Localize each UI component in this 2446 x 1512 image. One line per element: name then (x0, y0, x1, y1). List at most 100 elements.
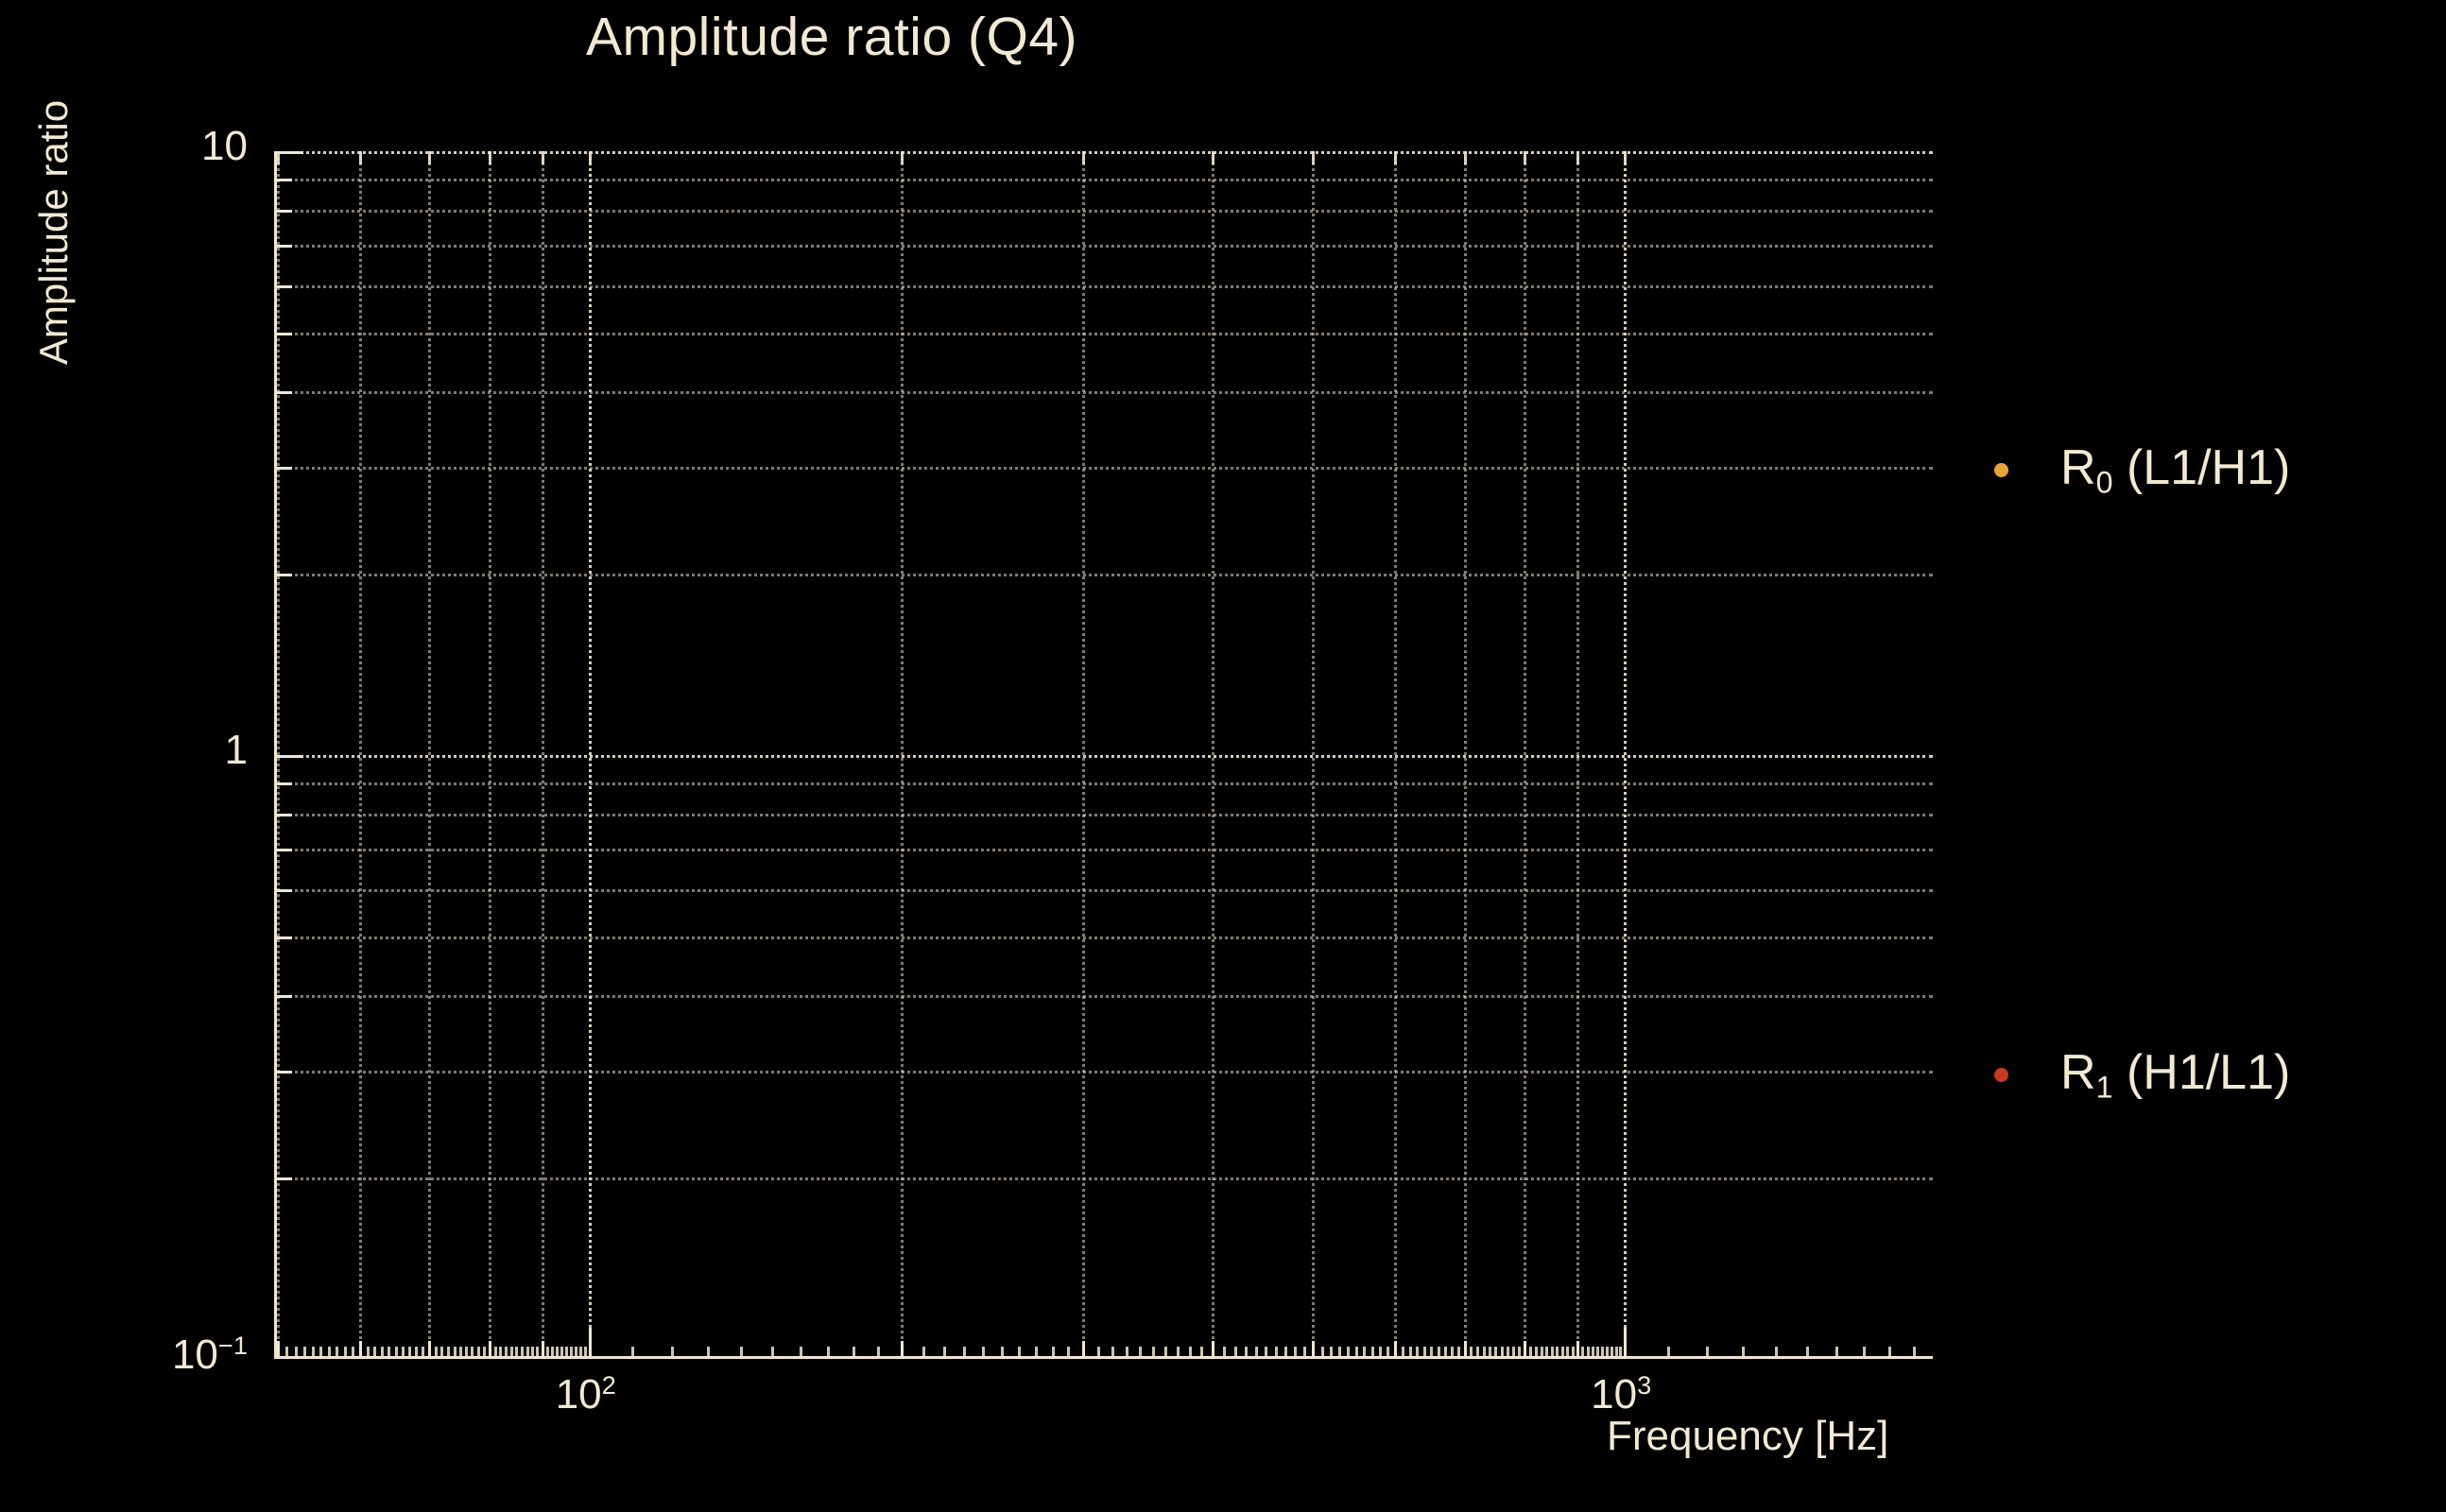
y-axis-tick (277, 151, 303, 154)
x-axis-subtick (877, 1347, 881, 1356)
x-axis-subtick (1806, 1347, 1810, 1356)
x-axis-subtick (536, 1347, 540, 1356)
y-axis-tick (277, 467, 292, 471)
x-axis-subtick (1177, 1347, 1180, 1356)
x-axis-subtick (1595, 1347, 1599, 1356)
x-axis-tick-top (1394, 151, 1398, 164)
x-axis-subtick (465, 1347, 469, 1356)
x-axis-subtick (1379, 1347, 1383, 1356)
x-axis-subtick (1443, 1347, 1447, 1356)
y-axis-tick (277, 848, 292, 851)
x-axis-subtick (476, 1347, 480, 1356)
x-axis-subtick (1274, 1347, 1278, 1356)
legend-entry-0[interactable]: R0 (L1/H1) (1994, 439, 2290, 501)
x-axis-subtick (277, 1347, 280, 1356)
x-axis-subtick (1188, 1347, 1192, 1356)
x-axis-subtick (770, 1347, 774, 1356)
x-axis-subtick (530, 1347, 534, 1356)
x-axis-subtick (493, 1347, 497, 1356)
x-axis-subtick (1354, 1347, 1358, 1356)
y-axis-tick (277, 209, 292, 213)
gridline-vertical (428, 151, 432, 1356)
x-axis-subtick (1834, 1347, 1838, 1356)
x-axis-subtick (1494, 1347, 1498, 1356)
x-axis-subtick (583, 1347, 587, 1356)
x-axis-subtick (1051, 1347, 1055, 1356)
y-axis-tick (277, 333, 292, 336)
x-axis-subtick (853, 1347, 856, 1356)
x-axis-subtick (1581, 1347, 1585, 1356)
x-axis-subtick (1018, 1347, 1022, 1356)
x-axis-subtick (394, 1347, 398, 1356)
x-axis-subtick (1560, 1347, 1564, 1356)
x-axis-subtick (319, 1347, 323, 1356)
legend-entry-1[interactable]: R1 (H1/L1) (1994, 1044, 2290, 1106)
x-axis-subtick (565, 1347, 569, 1356)
x-axis-subtick (1912, 1347, 1916, 1356)
x-axis-subtick (1125, 1347, 1128, 1356)
x-axis-subtick (1402, 1347, 1405, 1356)
y-axis-tick (277, 284, 292, 288)
x-axis-subtick (1450, 1347, 1454, 1356)
x-axis-subtick (482, 1347, 486, 1356)
x-axis-subtick (1164, 1347, 1168, 1356)
x-axis-subtick (380, 1347, 384, 1356)
x-axis-subtick (1576, 1347, 1580, 1356)
x-axis-subtick (515, 1347, 519, 1356)
x-axis-subtick (1566, 1347, 1570, 1356)
x-axis-subtick (1705, 1347, 1709, 1356)
x-axis-subtick (1591, 1347, 1594, 1356)
x-axis-tick-top (900, 151, 904, 164)
x-axis-tick-top (588, 151, 592, 164)
x-axis-subtick (1212, 1347, 1215, 1356)
gridline-vertical (541, 151, 544, 1356)
y-axis-tick (277, 244, 292, 248)
y-tick-label: 10−1 (171, 1331, 248, 1378)
gridline-horizontal (277, 333, 1933, 336)
x-axis-subtick (373, 1347, 377, 1356)
x-axis-subtick (1422, 1347, 1426, 1356)
x-axis-subtick (541, 1347, 544, 1356)
gridline-horizontal (277, 888, 1933, 892)
gridline-horizontal (277, 1071, 1933, 1074)
x-axis-subtick (560, 1347, 564, 1356)
gridline-horizontal (277, 244, 1933, 248)
x-axis-subtick (827, 1347, 831, 1356)
x-axis-subtick (900, 1347, 904, 1356)
x-axis-tick-top (1212, 151, 1215, 164)
x-axis-subtick (1540, 1347, 1543, 1356)
y-axis-tick (277, 936, 292, 940)
x-axis-subtick (1506, 1347, 1509, 1356)
x-axis-subtick (1482, 1347, 1486, 1356)
gridline-vertical (1463, 151, 1467, 1356)
x-axis-subtick (1512, 1347, 1516, 1356)
x-axis-subtick (1624, 1347, 1628, 1356)
gridline-horizontal (277, 782, 1933, 786)
x-axis-subtick (1742, 1347, 1746, 1356)
x-axis-subtick (1233, 1347, 1237, 1356)
x-axis-subtick (1000, 1347, 1004, 1356)
gridline-horizontal (277, 1177, 1933, 1180)
x-axis-subtick (1614, 1347, 1618, 1356)
x-axis-subtick (1082, 1347, 1086, 1356)
x-axis-subtick (922, 1347, 925, 1356)
x-axis-tick-top (541, 151, 544, 164)
legend-label: R1 (H1/L1) (2060, 1045, 2291, 1105)
x-axis-subtick (631, 1347, 635, 1356)
x-axis-subtick (1524, 1347, 1527, 1356)
gridline-horizontal (277, 995, 1933, 999)
gridline-vertical (1576, 151, 1580, 1356)
x-axis-subtick (1600, 1347, 1604, 1356)
x-axis-subtick (1111, 1347, 1115, 1356)
chart-title: Amplitude ratio (Q4) (585, 7, 1078, 67)
gridline-vertical (488, 151, 491, 1356)
gridline-vertical (1394, 151, 1398, 1356)
x-axis-subtick (706, 1347, 710, 1356)
gridline-vertical (588, 151, 592, 1356)
x-axis-subtick (670, 1347, 674, 1356)
gridline-vertical (1524, 151, 1527, 1356)
x-axis-subtick (1862, 1347, 1866, 1356)
x-axis-subtick (963, 1347, 967, 1356)
x-axis-subtick (343, 1347, 347, 1356)
